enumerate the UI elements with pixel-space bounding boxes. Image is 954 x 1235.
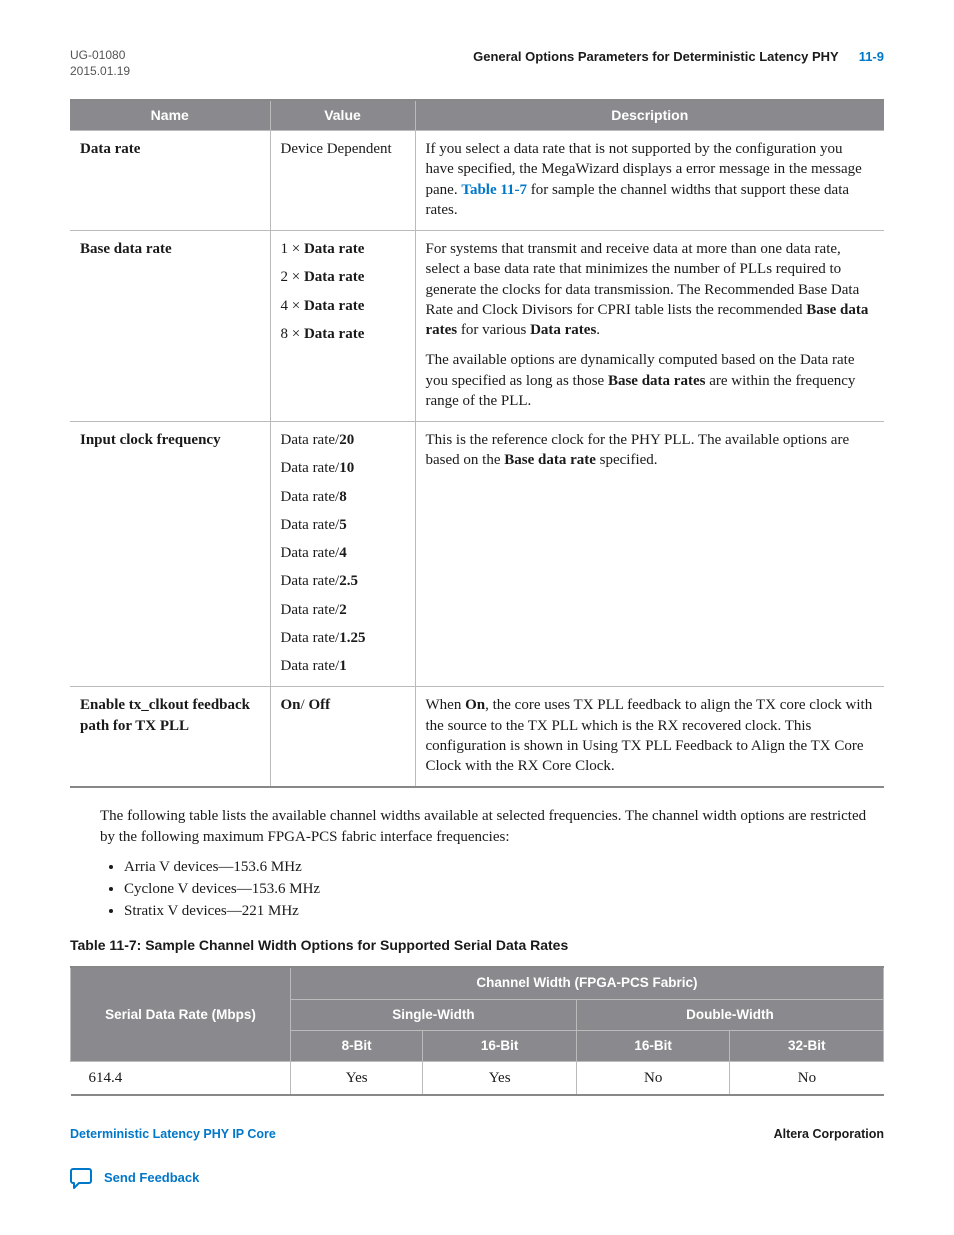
t2-rate: 614.4 (71, 1062, 291, 1096)
t2-col-8bit: 8-Bit (291, 1030, 423, 1061)
t2-cell: No (576, 1062, 730, 1096)
list-item: Stratix V devices—221 MHz (124, 901, 884, 921)
param-name: Enable tx_clkout feedback path for TX PL… (70, 687, 270, 788)
t2-col-16bit-a: 16-Bit (423, 1030, 577, 1061)
table-row: 614.4 Yes Yes No No (71, 1062, 884, 1096)
param-value: Device Dependent (270, 131, 415, 231)
param-description: When On, the core uses TX PLL feedback t… (415, 687, 884, 788)
param-value: On/ Off (270, 687, 415, 788)
chat-bubble-icon (70, 1167, 94, 1189)
col-value: Value (270, 100, 415, 130)
list-item: Cyclone V devices—153.6 MHz (124, 879, 884, 899)
t2-row-header: Serial Data Rate (Mbps) (71, 967, 291, 1061)
doc-date: 2015.01.19 (70, 64, 130, 80)
doc-meta: UG-01080 2015.01.19 (70, 48, 130, 79)
doc-id: UG-01080 (70, 48, 130, 64)
page-footer: Deterministic Latency PHY IP Core Altera… (70, 1126, 884, 1143)
t2-col-32bit: 32-Bit (730, 1030, 884, 1061)
footer-left-link[interactable]: Deterministic Latency PHY IP Core (70, 1126, 276, 1143)
footer-right: Altera Corporation (774, 1126, 884, 1143)
param-name: Data rate (70, 131, 270, 231)
t2-cell: Yes (423, 1062, 577, 1096)
param-name: Base data rate (70, 231, 270, 422)
table2-caption: Table 11-7: Sample Channel Width Options… (70, 936, 884, 955)
col-description: Description (415, 100, 884, 130)
page-number: 11-9 (859, 48, 884, 66)
parameters-table: Name Value Description Data rateDevice D… (70, 99, 884, 788)
device-list: Arria V devices—153.6 MHzCyclone V devic… (124, 857, 884, 922)
param-description: If you select a data rate that is not su… (415, 131, 884, 231)
channel-width-table: Serial Data Rate (Mbps) Channel Width (F… (70, 966, 884, 1096)
t2-cell: Yes (291, 1062, 423, 1096)
section-title: General Options Parameters for Determini… (473, 48, 839, 66)
feedback-label: Send Feedback (104, 1169, 199, 1187)
t2-col-16bit-b: 16-Bit (576, 1030, 730, 1061)
t2-group-header: Channel Width (FPGA-PCS Fabric) (291, 967, 884, 999)
page-header: UG-01080 2015.01.19 General Options Para… (70, 48, 884, 79)
body-paragraph: The following table lists the available … (100, 806, 884, 847)
param-name: Input clock frequency (70, 422, 270, 687)
param-value: 1 × Data rate2 × Data rate4 × Data rate8… (270, 231, 415, 422)
table-row: Data rateDevice DependentIf you select a… (70, 131, 884, 231)
t2-double-width: Double-Width (576, 999, 883, 1030)
header-right: General Options Parameters for Determini… (473, 48, 884, 66)
table-row: Input clock frequencyData rate/20Data ra… (70, 422, 884, 687)
t2-single-width: Single-Width (291, 999, 577, 1030)
send-feedback-link[interactable]: Send Feedback (70, 1167, 884, 1189)
col-name: Name (70, 100, 270, 130)
table-row: Base data rate1 × Data rate2 × Data rate… (70, 231, 884, 422)
param-value: Data rate/20Data rate/10Data rate/8Data … (270, 422, 415, 687)
param-description: This is the reference clock for the PHY … (415, 422, 884, 687)
t2-cell: No (730, 1062, 884, 1096)
list-item: Arria V devices—153.6 MHz (124, 857, 884, 877)
param-description: For systems that transmit and receive da… (415, 231, 884, 422)
table-row: Enable tx_clkout feedback path for TX PL… (70, 687, 884, 788)
